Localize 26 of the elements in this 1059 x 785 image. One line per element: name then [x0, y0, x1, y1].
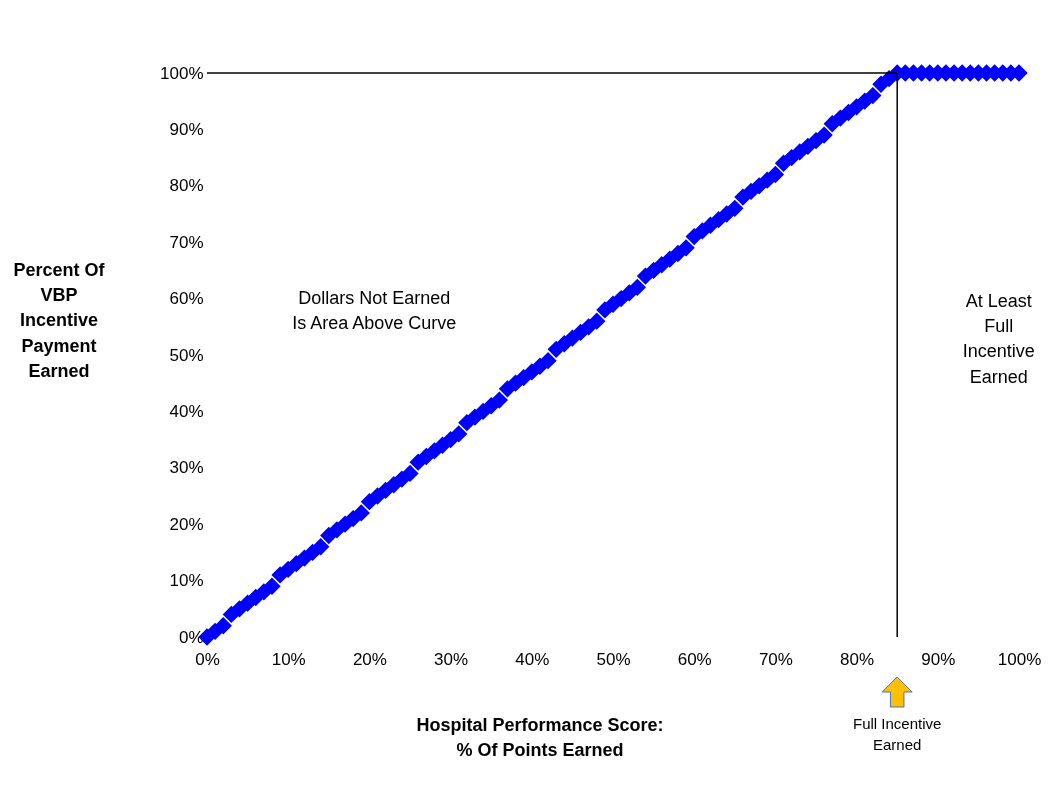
y-tick-label: 50%	[169, 345, 204, 365]
x-tick-label: 30%	[434, 649, 469, 669]
y-tick-label: 70%	[169, 232, 204, 252]
x-tick-label: 80%	[840, 649, 875, 669]
y-tick-label: 40%	[169, 401, 204, 421]
y-tick-label: 100%	[160, 63, 204, 83]
y-axis-title: Percent Of VBP Incentive Payment Earned	[13, 259, 106, 381]
x-tick-label: 0%	[195, 649, 220, 669]
x-tick-label: 60%	[677, 649, 712, 669]
x-tick-label: 20%	[352, 649, 387, 669]
y-tick-label: 90%	[169, 119, 204, 139]
x-tick-label: 70%	[758, 649, 793, 669]
annotation: At Least Full Incentive Earned	[962, 290, 1035, 387]
x-tick-label: 90%	[921, 649, 956, 669]
x-tick-label: 10%	[271, 649, 306, 669]
x-axis-title: Hospital Performance Score: % Of Points Earned	[416, 715, 664, 761]
y-tick-label: 10%	[169, 571, 204, 591]
x-tick-label: 40%	[515, 649, 550, 669]
text: Full Incentive Earned	[853, 715, 942, 753]
x-tick-label: 100%	[997, 649, 1042, 669]
x-tick-label: 50%	[596, 649, 631, 669]
annotation: Dollars Not Earned Is Area Above Curve	[292, 288, 457, 334]
y-tick-label: 20%	[169, 514, 204, 534]
y-tick-label: 30%	[169, 458, 204, 478]
y-tick-label: 60%	[169, 289, 204, 309]
y-tick-label: 80%	[169, 176, 204, 196]
